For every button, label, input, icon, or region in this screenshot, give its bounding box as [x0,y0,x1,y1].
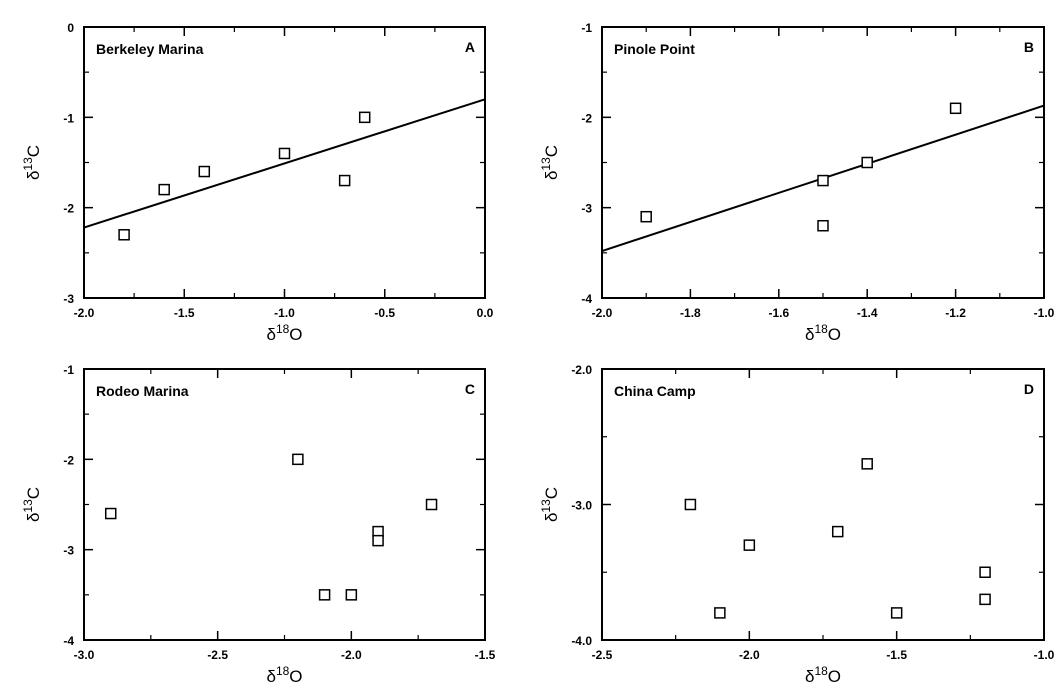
x-tick-label: -1.0 [1034,648,1055,662]
regression-line [83,98,486,229]
x-tick-label: -0.5 [374,306,395,320]
x-axis-label: δ18O [805,322,841,344]
panel-title: Pinole Point [614,41,695,57]
x-tick-label: -1.5 [886,648,907,662]
panel-c: -3.0 -2.5 -2.0 -1.5 -4 -3 -2 -1 Rodeo Marina Cδ18… [21,363,496,686]
data-point [104,507,117,520]
data-point [890,607,903,619]
y-axis-label: δ13C [539,145,561,180]
x-tick-label: -2.5 [592,648,613,662]
y-axis-label: δ13C [21,145,43,180]
data-point [318,589,331,601]
data-point [743,539,756,551]
data-point [278,147,291,160]
data-point [861,458,873,470]
x-tick-label: -2.0 [74,306,95,320]
panel-letter: C [465,381,475,397]
panel-b: -2.0 -1.8 -1.6 -1.4 -1.2 -1.0 -4 -3 -2 -1 Pinole P… [539,21,1055,344]
x-tick-label: -1.6 [768,306,789,320]
x-tick-label: -2.0 [341,648,362,662]
panel-letter: A [465,39,475,55]
plot-frame [601,368,1045,641]
x-tick-label: 0.0 [477,306,494,320]
data-point [714,607,726,619]
panel-title: China Camp [614,383,696,399]
data-point [684,498,697,511]
plot-frame [601,26,1045,299]
x-axis-label: δ18O [805,664,841,686]
plot-frame [83,368,486,641]
x-axis-label: δ18O [266,664,302,686]
y-tick-label: -1 [63,111,74,125]
y-tick-label: -2 [581,111,592,125]
y-tick-label: -1 [581,21,592,35]
data-point [979,593,991,606]
panel-a: -2.0 -1.5 -1.0 -0.5 0.0 -3 -2 -1 0 Berkeley Marin… [21,21,494,344]
data-point [949,102,962,115]
panel-title: Rodeo Marina [96,383,189,399]
data-point [861,156,873,169]
y-tick-label: 0 [67,21,74,35]
x-tick-label: -2.5 [207,648,228,662]
data-point [425,498,438,511]
data-point [817,174,829,187]
y-tick-label: -4 [581,292,592,306]
data-point [372,534,384,547]
panel-title: Berkeley Marina [96,41,204,57]
x-tick-label: -2.0 [739,648,760,662]
y-tick-label: -3 [581,202,592,216]
y-tick-label: -3 [63,544,74,558]
data-point [118,229,130,241]
x-axis-label: δ18O [266,322,302,344]
x-tick-label: -1.2 [945,306,966,320]
y-tick-label: -2 [63,202,74,216]
y-tick-label: -4.0 [571,634,592,648]
data-point [158,183,170,196]
y-axis-label: δ13C [539,487,561,522]
y-tick-label: -2 [63,453,74,467]
x-tick-label: -1.0 [274,306,295,320]
data-point [979,566,991,578]
x-tick-label: -1.4 [857,306,878,320]
x-tick-label: -3.0 [74,648,95,662]
panel-letter: B [1024,39,1034,55]
x-tick-label: -1.5 [174,306,195,320]
data-point [338,174,351,187]
y-tick-label: -3.0 [571,499,592,513]
y-axis-label: δ13C [21,487,43,522]
y-tick-label: -4 [63,634,74,648]
data-point [198,165,211,178]
x-tick-label: -1.5 [475,648,496,662]
panel-letter: D [1024,381,1034,397]
y-tick-label: -2.0 [571,363,592,377]
x-tick-label: -2.0 [592,306,613,320]
x-tick-label: -1.8 [680,306,701,320]
data-point [345,589,358,601]
data-point [831,525,844,538]
data-point [292,453,304,466]
panel-d: -2.5 -2.0 -1.5 -1.0 -4.0 -3.0 -2.0 China Camp Dδ… [539,363,1055,686]
data-point [817,219,829,232]
y-tick-label: -3 [63,292,74,306]
data-point [640,210,652,223]
data-point [358,111,371,124]
y-tick-label: -1 [63,363,74,377]
x-tick-label: -1.0 [1034,306,1055,320]
